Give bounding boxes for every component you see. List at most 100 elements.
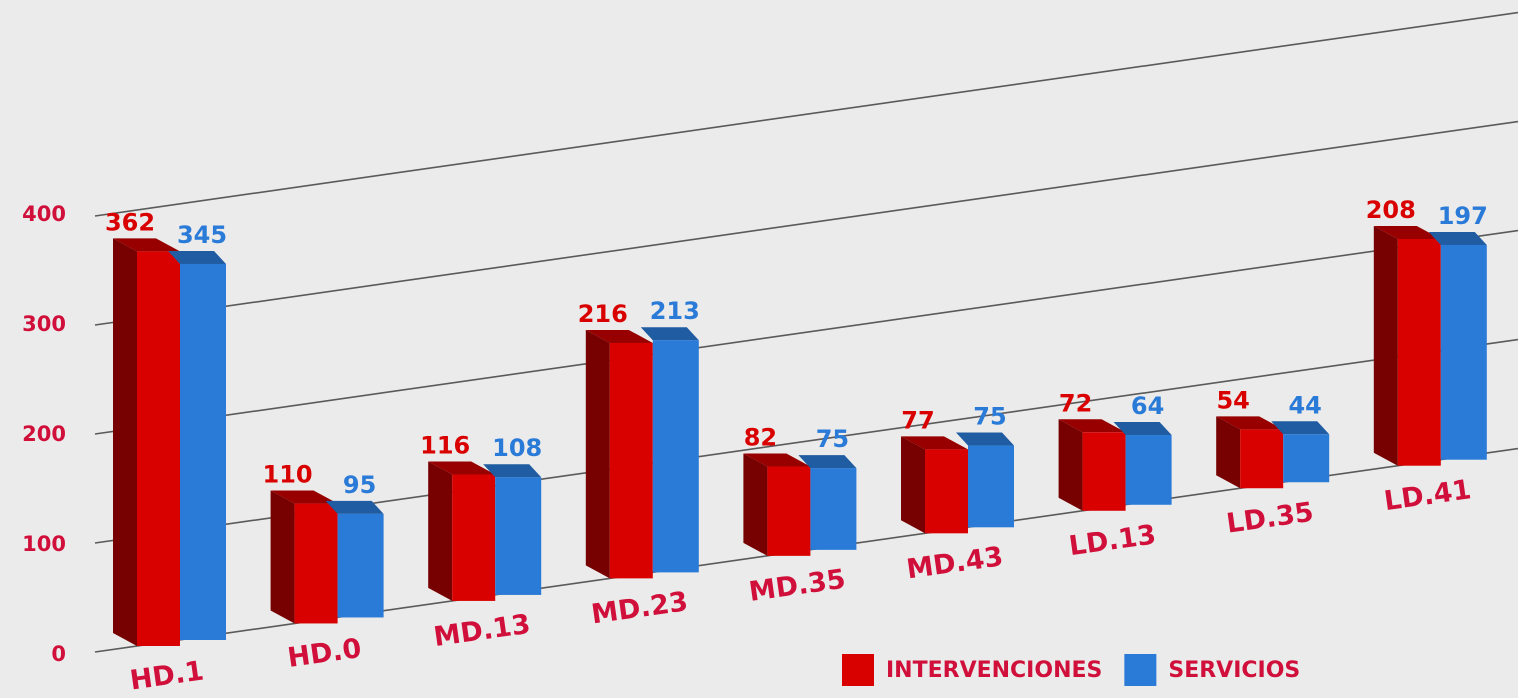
bar (1125, 435, 1172, 505)
bar (1283, 434, 1330, 483)
y-tick-label: 100 (22, 532, 66, 556)
bar-side (1216, 416, 1241, 489)
bar-3d (1058, 419, 1126, 511)
value-label: 54 (1216, 386, 1249, 414)
value-label: 362 (105, 208, 155, 236)
bar-3d (956, 432, 1014, 528)
bar-3d (743, 453, 811, 556)
bar-top (428, 461, 496, 475)
x-tick-label: LD.13 (1067, 519, 1158, 562)
bar-top (1373, 225, 1441, 239)
bar-top (901, 436, 968, 450)
bar (1082, 432, 1126, 511)
bar-3d (1113, 422, 1172, 505)
bar-top (640, 327, 699, 341)
bar-3d (483, 464, 542, 595)
bar-top (325, 500, 384, 514)
bar (925, 449, 968, 534)
value-label: 108 (492, 434, 542, 462)
bar (968, 445, 1014, 528)
bar-3d (640, 327, 699, 573)
bar-top (956, 432, 1014, 446)
bar-3d (798, 455, 857, 550)
y-tick-label: 400 (22, 202, 66, 226)
bar-3d (428, 461, 496, 601)
bar (337, 513, 384, 618)
bar-top (483, 464, 542, 478)
bar (609, 342, 653, 579)
bar (180, 263, 226, 640)
x-tick-label: MD.13 (432, 609, 532, 653)
bar-side (270, 490, 295, 624)
value-label: 77 (901, 406, 934, 434)
bar-3d (901, 436, 968, 534)
x-tick-label: MD.43 (905, 541, 1005, 585)
value-label: 44 (1288, 391, 1321, 419)
bar-side (1058, 419, 1083, 511)
bar-3d (270, 490, 338, 624)
value-label: 110 (263, 461, 313, 489)
bar-3d (1428, 231, 1487, 460)
value-label: 64 (1131, 392, 1164, 420)
bar-side (585, 329, 610, 579)
bar-top (270, 490, 338, 504)
value-label: 116 (420, 431, 470, 459)
bar-3d (1271, 421, 1330, 483)
grid-line (94, 11, 1518, 217)
legend-label: SERVICIOS (1168, 658, 1300, 683)
bar-top (1428, 231, 1487, 245)
bar-top (168, 250, 226, 264)
bar (495, 477, 542, 595)
bar (810, 468, 857, 550)
y-tick-label: 0 (51, 642, 66, 666)
value-label: 75 (816, 425, 849, 453)
bar-top (1058, 419, 1126, 433)
bar-side (901, 436, 925, 534)
x-tick-label: LD.41 (1382, 474, 1473, 517)
bar-side (428, 461, 453, 601)
bar-side (743, 453, 768, 556)
value-label: 208 (1366, 196, 1416, 224)
bar-3d (1373, 225, 1441, 466)
y-tick-label: 200 (22, 422, 66, 446)
bar-3d (1216, 416, 1284, 489)
bar-top (1113, 422, 1172, 436)
grid-line (94, 229, 1518, 435)
bar-top (585, 329, 653, 343)
bar (1397, 238, 1441, 466)
x-tick-label: MD.35 (747, 564, 847, 608)
bar (767, 466, 811, 556)
value-label: 345 (177, 221, 227, 249)
bar-top (743, 453, 811, 467)
bar (137, 251, 180, 646)
value-label: 72 (1059, 389, 1092, 417)
bar-top (1271, 421, 1330, 435)
legend-swatch (842, 654, 874, 686)
bar-top (1216, 416, 1284, 430)
bar (1240, 429, 1284, 489)
bar-top (798, 455, 857, 469)
x-tick-label: LD.35 (1225, 497, 1316, 540)
bar-3d (168, 250, 226, 640)
legend-swatch (1124, 654, 1157, 686)
bar-3d (585, 329, 653, 579)
value-label: 216 (578, 300, 628, 328)
bar (1440, 244, 1487, 460)
value-label: 75 (973, 403, 1006, 431)
y-tick-label: 300 (22, 312, 66, 336)
bar-3d (113, 238, 180, 646)
legend-label: INTERVENCIONES (886, 658, 1102, 683)
value-label: 197 (1438, 202, 1488, 230)
x-tick-label: HD.1 (128, 655, 206, 696)
value-label: 95 (343, 471, 376, 499)
x-tick-label: MD.23 (589, 586, 689, 630)
bar (452, 474, 496, 601)
bar-side (113, 238, 137, 646)
x-tick-label: HD.0 (286, 633, 364, 674)
bar (294, 503, 338, 624)
bar-side (1373, 225, 1398, 466)
bar-3d (325, 500, 384, 618)
bar (652, 340, 699, 573)
